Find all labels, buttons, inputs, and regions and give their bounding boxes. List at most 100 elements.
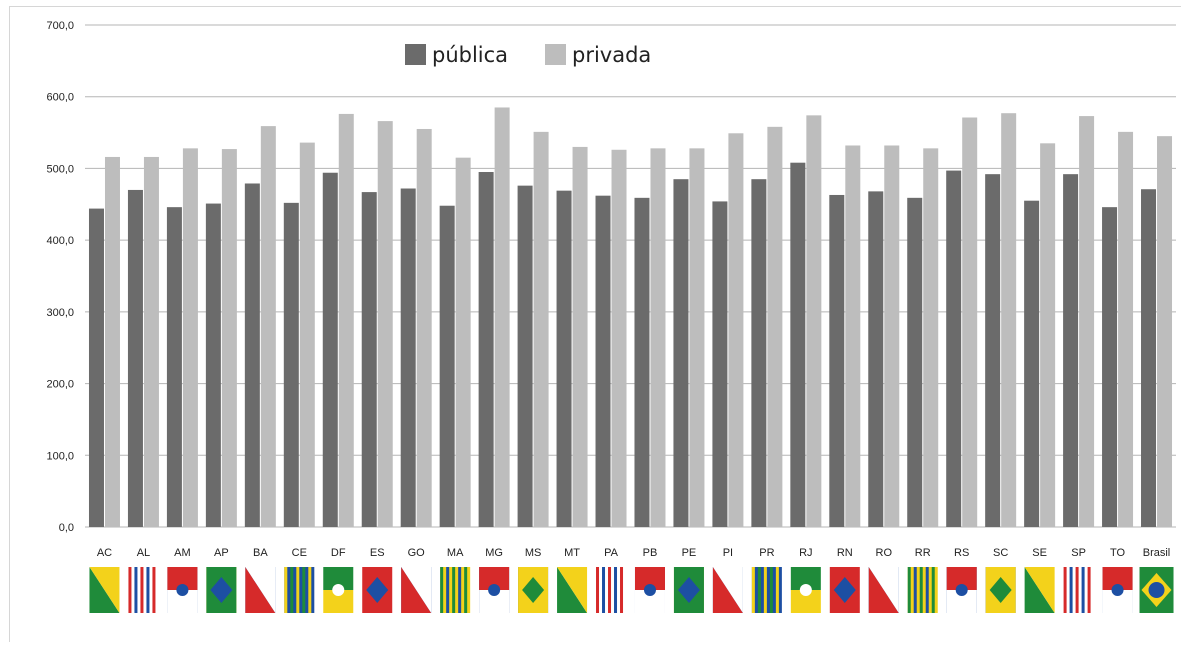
flag-mg-icon xyxy=(479,567,510,613)
bar-publica-pe xyxy=(673,179,689,527)
y-axis-tick-labels: 0,0 100,0 200,0 300,0 400,0 500,0 600,0 700,0 xyxy=(46,20,74,534)
flag-rr-icon xyxy=(907,567,938,613)
y-tick-label: 300,0 xyxy=(46,307,74,319)
bar-privada-go xyxy=(416,128,432,527)
bar-publica-ce xyxy=(283,202,299,527)
flag-ac-icon xyxy=(89,567,120,613)
bars xyxy=(88,107,1173,528)
bar-privada-pa xyxy=(611,149,627,528)
flag-pi-icon xyxy=(712,567,743,613)
bar-publica-go xyxy=(400,188,416,527)
bar-privada-pe xyxy=(689,148,705,527)
bar-publica-am xyxy=(166,207,182,527)
bar-privada-pb xyxy=(650,148,666,527)
flag-rn-icon xyxy=(829,567,860,613)
flag-pa-icon xyxy=(596,567,627,613)
y-tick-label: 500,0 xyxy=(46,163,74,175)
x-tick-label: Brasil xyxy=(1143,547,1171,559)
bar-privada-al xyxy=(143,156,159,527)
x-tick-label: SC xyxy=(993,547,1008,559)
flag-ms-icon xyxy=(518,567,549,613)
x-tick-label: PE xyxy=(682,547,697,559)
x-tick-label: MA xyxy=(447,547,464,559)
x-tick-label: RN xyxy=(837,547,853,559)
bar-privada-mg xyxy=(494,107,510,527)
flag-ap-icon xyxy=(206,567,237,613)
flag-am-icon xyxy=(167,567,198,613)
bar-publica-ms xyxy=(517,185,533,527)
bar-privada-df xyxy=(338,113,354,527)
bar-privada-rn xyxy=(845,145,861,528)
bar-publica-rj xyxy=(790,162,806,528)
legend-label-privada: privada xyxy=(572,43,651,67)
x-tick-label: SP xyxy=(1071,547,1086,559)
x-tick-label: AC xyxy=(97,547,112,559)
x-tick-label: PR xyxy=(759,547,774,559)
y-tick-label: 700,0 xyxy=(46,20,74,32)
x-tick-label: PA xyxy=(604,547,619,559)
flag-pb-icon xyxy=(634,567,665,613)
bar-publica-sp xyxy=(1063,174,1079,527)
flag-rs-icon xyxy=(946,567,977,613)
bar-privada-brasil xyxy=(1157,136,1173,527)
x-tick-label: ES xyxy=(370,547,385,559)
x-tick-label: RR xyxy=(915,547,931,559)
legend-swatch-publica xyxy=(405,44,426,65)
x-tick-label: CE xyxy=(292,547,307,559)
bar-publica-mg xyxy=(478,172,494,527)
flag-ce-icon xyxy=(284,567,315,613)
bar-privada-am xyxy=(182,148,198,527)
x-tick-label: GO xyxy=(408,547,426,559)
bar-privada-ms xyxy=(533,131,549,527)
x-tick-label: TO xyxy=(1110,547,1126,559)
bar-privada-ma xyxy=(455,157,471,527)
bar-publica-ma xyxy=(439,205,455,527)
flag-rj-icon xyxy=(790,567,821,613)
x-tick-label: RS xyxy=(954,547,969,559)
bar-privada-ce xyxy=(299,142,315,527)
bar-publica-ro xyxy=(868,191,884,527)
bar-privada-ac xyxy=(104,156,120,527)
x-tick-label: RJ xyxy=(799,547,812,559)
flag-ro-icon xyxy=(868,567,899,613)
flag-sp-icon xyxy=(1063,567,1094,613)
bar-privada-rr xyxy=(923,148,939,527)
x-tick-label: RO xyxy=(876,547,893,559)
bar-publica-es xyxy=(361,192,377,527)
bar-publica-df xyxy=(322,172,338,527)
flag-mt-icon xyxy=(557,567,588,613)
legend: pública privada xyxy=(405,43,651,67)
bar-publica-pa xyxy=(595,195,611,527)
bar-privada-es xyxy=(377,121,393,528)
flag-es-icon xyxy=(362,567,393,613)
x-tick-label: AP xyxy=(214,547,229,559)
bar-publica-pb xyxy=(634,197,650,527)
y-tick-label: 200,0 xyxy=(46,379,74,391)
x-tick-label: PB xyxy=(643,547,658,559)
flag-go-icon xyxy=(401,567,432,613)
chart-frame xyxy=(9,6,1181,642)
bar-publica-pi xyxy=(712,201,728,527)
x-tick-label: MT xyxy=(564,547,580,559)
bar-privada-mt xyxy=(572,146,588,527)
x-tick-label: SE xyxy=(1032,547,1047,559)
flag-se-icon xyxy=(1024,567,1055,613)
bar-privada-ba xyxy=(260,126,276,528)
y-tick-label: 400,0 xyxy=(46,235,74,247)
bar-privada-rj xyxy=(806,115,822,528)
bar-publica-mt xyxy=(556,190,572,527)
y-tick-label: 600,0 xyxy=(46,92,74,104)
x-tick-label: PI xyxy=(723,547,733,559)
flag-pe-icon xyxy=(673,567,704,613)
bar-publica-rn xyxy=(829,194,845,527)
bar-privada-pi xyxy=(728,133,744,527)
bar-privada-to xyxy=(1118,131,1134,527)
bar-publica-rs xyxy=(946,170,962,527)
bar-privada-ro xyxy=(884,145,900,528)
legend-swatch-privada xyxy=(545,44,566,65)
bar-publica-rr xyxy=(907,197,923,527)
bar-privada-se xyxy=(1040,143,1056,528)
legend-label-publica: pública xyxy=(432,43,508,67)
bar-privada-ap xyxy=(221,149,237,527)
x-tick-label: DF xyxy=(331,547,346,559)
